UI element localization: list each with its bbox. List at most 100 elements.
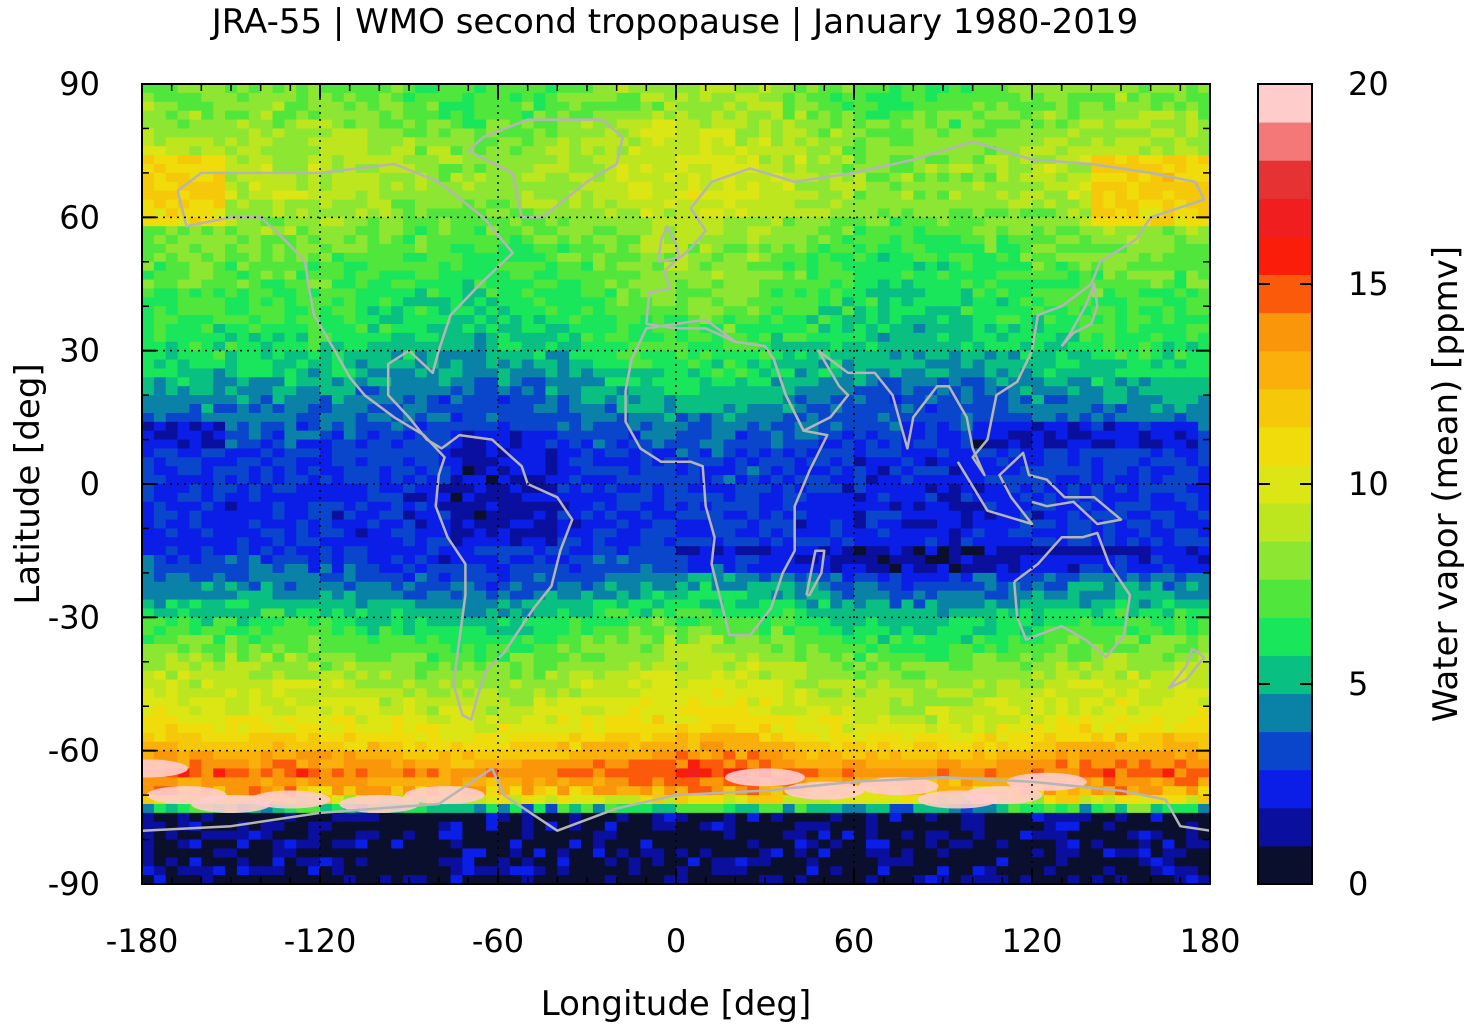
heatmap-cell <box>213 492 226 503</box>
heatmap-cell <box>177 412 191 423</box>
heatmap-cell <box>901 510 914 521</box>
heatmap-cell <box>236 199 250 210</box>
heatmap-cell <box>367 395 380 405</box>
heatmap-cell <box>284 101 297 112</box>
heatmap-cell <box>272 155 285 165</box>
heatmap-cell <box>498 466 511 476</box>
heatmap-cell <box>711 519 725 530</box>
heatmap-cell <box>450 252 463 263</box>
heatmap-cell <box>1126 119 1140 130</box>
heatmap-cell <box>652 172 665 183</box>
heatmap-cell <box>735 386 748 396</box>
heatmap-cell <box>248 172 262 183</box>
heatmap-cell <box>1186 519 1199 530</box>
heatmap-cell <box>865 101 879 112</box>
heatmap-cell <box>1103 306 1116 316</box>
heatmap-cell <box>557 519 570 530</box>
heatmap-cell <box>201 297 214 307</box>
heatmap-cell <box>355 368 369 378</box>
heatmap-cell <box>937 510 950 521</box>
heatmap-cell <box>379 92 392 103</box>
heatmap-cell <box>153 217 167 227</box>
heatmap-cell <box>272 137 285 147</box>
heatmap-cell <box>842 484 855 494</box>
heatmap-cell <box>1091 555 1104 565</box>
heatmap-cell <box>889 386 903 396</box>
heatmap-cell <box>972 501 986 512</box>
heatmap-cell <box>1138 555 1152 565</box>
heatmap-cell <box>1008 137 1021 147</box>
heatmap-cell <box>1115 190 1128 201</box>
heatmap-cell <box>1198 439 1210 450</box>
heatmap-cell <box>533 199 547 210</box>
heatmap-cell <box>723 261 736 272</box>
heatmap-cell <box>509 475 523 485</box>
heatmap-cell <box>1186 439 1199 450</box>
heatmap-cell <box>213 572 226 583</box>
heatmap-cell <box>1067 181 1081 192</box>
heatmap-cell <box>272 501 285 512</box>
heatmap-cell <box>1055 484 1069 494</box>
heatmap-cell <box>1008 466 1021 476</box>
heatmap-cell <box>260 448 274 458</box>
heatmap-cell <box>925 475 938 485</box>
heatmap-cell <box>948 448 962 458</box>
heatmap-cell <box>1162 564 1175 574</box>
heatmap-cell <box>806 110 819 121</box>
heatmap-cell <box>509 395 523 405</box>
heatmap-cell <box>616 412 630 423</box>
heatmap-cell <box>569 101 582 112</box>
heatmap-cell <box>367 341 380 352</box>
heatmap-cell <box>1032 475 1045 485</box>
heatmap-cell <box>759 386 772 396</box>
heatmap-cell <box>889 128 903 138</box>
heatmap-cell <box>1091 564 1104 574</box>
heatmap-cell <box>901 528 914 538</box>
heatmap-cell <box>854 484 867 494</box>
heatmap-cell <box>153 199 167 210</box>
heatmap-cell <box>414 341 428 352</box>
heatmap-cell <box>1138 164 1152 174</box>
heatmap-cell <box>320 101 333 112</box>
heatmap-cell <box>569 510 582 521</box>
heatmap-cell <box>438 172 452 183</box>
heatmap-cell <box>652 244 665 254</box>
heatmap-cell <box>201 404 214 414</box>
heatmap-cell <box>521 368 535 378</box>
heatmap-cell <box>331 261 345 272</box>
heatmap-cell <box>296 519 309 530</box>
heatmap-cell <box>403 270 416 281</box>
heatmap-cell <box>1091 368 1104 378</box>
heatmap-cell <box>592 475 606 485</box>
heatmap-cell <box>652 572 665 583</box>
heatmap-cell <box>509 306 523 316</box>
heatmap-cell <box>1198 252 1210 263</box>
heatmap-cell <box>379 181 392 192</box>
heatmap-cell <box>877 404 891 414</box>
heatmap-cell <box>165 350 179 361</box>
heatmap-cell <box>865 181 879 192</box>
heatmap-cell <box>592 439 606 450</box>
heatmap-cell <box>153 466 167 476</box>
heatmap-cell <box>972 546 986 556</box>
heatmap-cell <box>972 341 986 352</box>
heatmap-cell <box>1079 226 1092 236</box>
heatmap-cell <box>925 217 938 227</box>
heatmap-cell <box>320 572 333 583</box>
heatmap-cell <box>1032 199 1045 210</box>
heatmap-cell <box>1115 439 1128 450</box>
heatmap-cell <box>320 555 333 565</box>
heatmap-cell <box>581 181 594 192</box>
heatmap-cell <box>355 510 369 521</box>
heatmap-cell <box>759 457 772 467</box>
heatmap-cell <box>960 297 974 307</box>
heatmap-cell <box>260 155 274 165</box>
heatmap-cell <box>604 484 618 494</box>
heatmap-cell <box>533 519 547 530</box>
heatmap-cell <box>723 92 736 103</box>
heatmap-cell <box>201 519 214 530</box>
heatmap-cell <box>474 297 487 307</box>
heatmap-cell <box>1115 404 1128 414</box>
heatmap-cell <box>153 404 167 414</box>
heatmap-cell <box>462 484 475 494</box>
